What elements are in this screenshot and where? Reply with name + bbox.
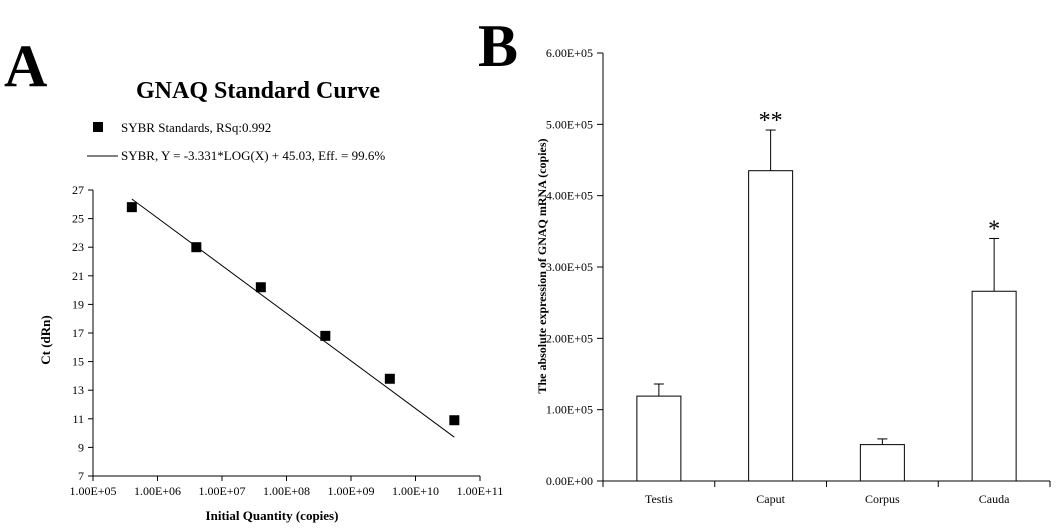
bar — [859, 444, 905, 482]
x-tick-label: 1.00E+06 — [134, 484, 181, 498]
y-tick-label: 27 — [72, 183, 84, 197]
y-tick-label: 6.00E+05 — [546, 46, 593, 60]
data-point — [320, 330, 331, 341]
y-tick-label: 13 — [72, 383, 84, 397]
bar — [971, 290, 1017, 482]
data-point — [384, 373, 395, 384]
category-label: Corpus — [865, 492, 900, 506]
y-tick-label: 0.00E+00 — [546, 474, 593, 488]
absolute-expression-chart: 0.00E+00 1.00E+05 2.00E+05 3.00E+05 4.00E+05… — [535, 46, 1051, 506]
legend-square-marker — [93, 122, 103, 132]
y-tick-label: 25 — [72, 212, 84, 226]
x-tick-label: 1.00E+07 — [198, 484, 245, 498]
panel-a-label: A — [4, 33, 47, 99]
x-tick-label: 1.00E+08 — [263, 484, 310, 498]
legend-fit-label: SYBR, Y = -3.331*LOG(X) + 45.03, Eff. = … — [121, 148, 385, 163]
y-tick-label: 15 — [72, 355, 84, 369]
chart-a-title: GNAQ Standard Curve — [136, 78, 380, 104]
chart-a-axes — [92, 190, 480, 477]
y-tick-label: 21 — [72, 269, 84, 283]
chart-a-xlabel: Initial Quantity (copies) — [206, 508, 339, 523]
y-tick-label: 1.00E+05 — [546, 403, 593, 417]
chart-a-ticks: 7 9 11 13 15 17 19 21 23 25 27 1.00E+05 1.00E+06 1.00… — [69, 183, 503, 498]
y-tick-label: 19 — [72, 297, 84, 311]
y-tick-label: 5.00E+05 — [546, 117, 593, 131]
fit-line — [131, 198, 455, 438]
chart-b-ylabel: The absolute expression of GNAQ mRNA (co… — [535, 138, 549, 393]
chart-b-ticks: 0.00E+00 1.00E+05 2.00E+05 3.00E+05 4.00E+05… — [546, 46, 1051, 488]
y-tick-label: 2.00E+05 — [546, 331, 593, 345]
bar — [636, 395, 682, 482]
significance-label: ** — [759, 108, 783, 134]
y-tick-label: 11 — [72, 412, 84, 426]
x-tick-label: 1.00E+09 — [327, 484, 374, 498]
data-point — [191, 242, 202, 253]
y-tick-label: 9 — [78, 440, 84, 454]
x-tick-label: 1.00E+05 — [69, 484, 116, 498]
data-point — [449, 415, 460, 426]
y-tick-label: 23 — [72, 240, 84, 254]
y-tick-label: 7 — [78, 469, 84, 483]
x-tick-label: 1.00E+10 — [392, 484, 439, 498]
chart-b-marks: Testis Caput ** Corpus Cauda * — [636, 108, 1017, 506]
bar — [748, 170, 794, 482]
data-point — [255, 282, 266, 293]
x-tick-label: 1.00E+11 — [457, 484, 504, 498]
standard-curve-chart: GNAQ Standard Curve SYBR Standards, RSq:… — [38, 78, 503, 523]
significance-label: * — [988, 216, 1000, 242]
legend-standards-label: SYBR Standards, RSq:0.992 — [121, 120, 271, 135]
category-label: Cauda — [979, 492, 1010, 506]
chart-a-marks — [126, 198, 460, 438]
y-tick-label: 4.00E+05 — [546, 189, 593, 203]
y-tick-label: 17 — [72, 326, 84, 340]
chart-a-ylabel: Ct (dRn) — [38, 315, 53, 364]
panel-b-label: B — [478, 13, 518, 79]
y-tick-label: 3.00E+05 — [546, 260, 593, 274]
data-point — [126, 202, 137, 213]
category-label: Testis — [645, 492, 673, 506]
category-label: Caput — [756, 492, 785, 506]
